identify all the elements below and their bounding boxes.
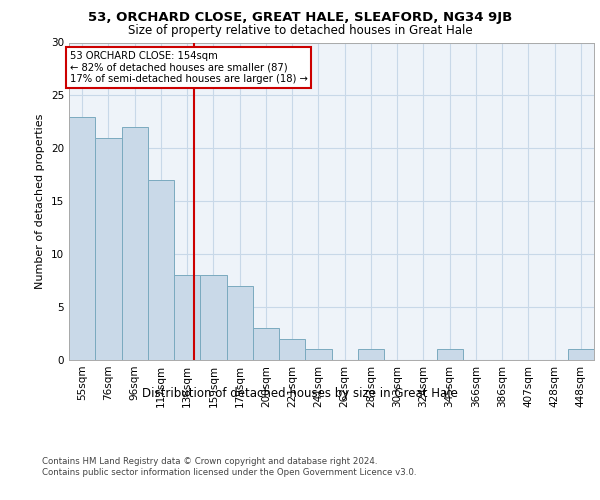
Text: Distribution of detached houses by size in Great Hale: Distribution of detached houses by size …	[142, 388, 458, 400]
Bar	[253, 328, 279, 360]
Bar	[568, 350, 594, 360]
Text: Size of property relative to detached houses in Great Hale: Size of property relative to detached ho…	[128, 24, 472, 37]
Y-axis label: Number of detached properties: Number of detached properties	[35, 114, 46, 289]
Bar	[279, 339, 305, 360]
Bar	[200, 276, 227, 360]
Bar	[174, 276, 200, 360]
Bar	[95, 138, 121, 360]
Text: 53, ORCHARD CLOSE, GREAT HALE, SLEAFORD, NG34 9JB: 53, ORCHARD CLOSE, GREAT HALE, SLEAFORD,…	[88, 12, 512, 24]
Bar	[358, 350, 384, 360]
Bar	[305, 350, 331, 360]
Bar	[148, 180, 174, 360]
Bar	[69, 116, 95, 360]
Bar	[437, 350, 463, 360]
Bar	[227, 286, 253, 360]
Bar	[121, 127, 148, 360]
Text: Contains HM Land Registry data © Crown copyright and database right 2024.
Contai: Contains HM Land Registry data © Crown c…	[42, 458, 416, 477]
Text: 53 ORCHARD CLOSE: 154sqm
← 82% of detached houses are smaller (87)
17% of semi-d: 53 ORCHARD CLOSE: 154sqm ← 82% of detach…	[70, 51, 307, 84]
